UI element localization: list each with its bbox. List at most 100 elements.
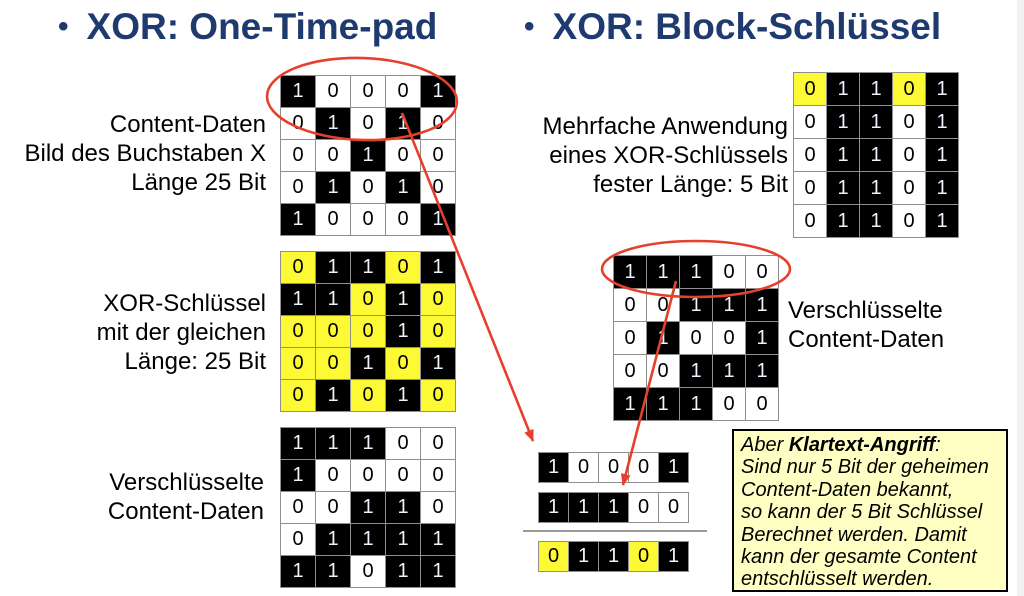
grid-cell: 1: [421, 524, 455, 555]
content-data-label: Content-Daten Bild des Buchstaben X Läng…: [0, 110, 267, 197]
grid-cell: 1: [926, 73, 958, 105]
grid-cell: 1: [926, 205, 958, 237]
grid-cell: 0: [629, 493, 658, 522]
grid-cell: 1: [316, 284, 350, 315]
grid-cell: 1: [386, 172, 420, 203]
label-line: Content-Daten: [109, 111, 266, 138]
grid-cell: 0: [351, 204, 385, 235]
grid-cell: 1: [827, 106, 859, 138]
grid-cell: 0: [281, 172, 315, 203]
grid-cell: 0: [351, 316, 385, 347]
grid-cell: 0: [893, 139, 925, 171]
bullet-icon: •: [58, 10, 69, 43]
grid-cell: 1: [713, 355, 745, 387]
grid-cell: 1: [680, 289, 712, 321]
grid-cell: 1: [539, 493, 568, 522]
encrypted-right-label: Verschlüsselte Content-Daten: [788, 296, 998, 354]
grid-cell: 1: [860, 172, 892, 204]
heading-one-time-pad: • XOR: One-Time-pad: [58, 6, 437, 48]
grid-cell: 0: [713, 322, 745, 354]
grid-cell: 0: [421, 380, 455, 411]
note-bold-term: Klartext-Angriff: [788, 434, 936, 456]
label-line: Länge: 25 Bit: [124, 348, 266, 375]
grid-cell: 1: [281, 556, 315, 587]
grid-cell: 1: [827, 172, 859, 204]
grid-cell: 0: [281, 252, 315, 283]
grid-cell: 0: [893, 73, 925, 105]
note-line: Sind nur 5 Bit der geheimen: [741, 456, 989, 479]
grid-cell: 1: [860, 205, 892, 237]
grid-cell: 1: [316, 252, 350, 283]
grid-cell: 0: [316, 460, 350, 491]
grid-cell: 1: [421, 348, 455, 379]
grid-cell: 1: [351, 492, 385, 523]
grid-cell: 1: [827, 205, 859, 237]
grid-cell: 0: [746, 388, 778, 420]
grid-cell: 1: [713, 289, 745, 321]
bullet-icon: •: [524, 10, 535, 43]
grid-cell: 1: [659, 453, 688, 482]
grid-cell: 0: [713, 388, 745, 420]
grid-cell: 0: [893, 106, 925, 138]
grid-cell: 1: [647, 388, 679, 420]
label-line: Bild des Buchstaben X: [24, 140, 267, 167]
note-line: Berechnet werden. Damit: [741, 523, 967, 546]
label-line: Content-Daten: [107, 498, 264, 525]
grid-cell: 1: [421, 556, 455, 587]
grid-cell: 1: [316, 380, 350, 411]
grid-cell: 1: [680, 256, 712, 288]
grid-cell: 1: [599, 493, 628, 522]
grid-cell: 0: [386, 460, 420, 491]
grid-cell: 1: [351, 348, 385, 379]
grid-cell: 0: [421, 316, 455, 347]
grid-cell: 0: [680, 322, 712, 354]
grid-cell: 1: [860, 106, 892, 138]
grid-cell: 0: [316, 316, 350, 347]
grid-cell: 0: [351, 284, 385, 315]
grid-cell: 1: [569, 493, 598, 522]
grid-cell: 0: [281, 348, 315, 379]
grid-cell: 1: [316, 428, 350, 459]
block-key-label: Mehrfache Anwendung eines XOR-Schlüssels…: [505, 112, 788, 199]
grid-cell: 1: [421, 252, 455, 283]
grid-cell: 0: [386, 348, 420, 379]
grid-cell: 1: [647, 322, 679, 354]
grid-cell: 1: [351, 140, 385, 171]
grid-cell: 0: [614, 355, 646, 387]
note-colon: :: [935, 434, 941, 456]
grid-cell: 0: [281, 380, 315, 411]
grid-cell: 0: [659, 493, 688, 522]
grid-cell: 0: [351, 460, 385, 491]
grid-cell: 1: [281, 428, 315, 459]
heading-text: XOR: One-Time-pad: [86, 6, 438, 47]
grid-cell: 1: [421, 76, 455, 107]
grid-cell: 0: [281, 108, 315, 139]
grid-cell: 1: [281, 204, 315, 235]
note-intro: Aber: [741, 434, 789, 456]
grid-cell: 0: [386, 428, 420, 459]
grid-cell: 1: [351, 252, 385, 283]
grid-cell: 1: [746, 289, 778, 321]
grid-cell: 1: [599, 542, 628, 571]
note-line: so kann der 5 Bit Schlüssel: [741, 501, 983, 524]
grid-cell: 0: [746, 256, 778, 288]
grid-cell: 0: [316, 140, 350, 171]
grid-cell: 1: [386, 284, 420, 315]
grid-cell: 1: [386, 108, 420, 139]
grid-cell: 0: [794, 205, 826, 237]
grid-cell: 1: [316, 172, 350, 203]
grid-cell: 0: [316, 76, 350, 107]
grid-cell: 0: [569, 453, 598, 482]
label-line: mit der gleichen: [96, 319, 266, 346]
grid-cell: 1: [746, 355, 778, 387]
grid-cell: 1: [746, 322, 778, 354]
grid-cell: 0: [281, 316, 315, 347]
grid-cell: 1: [386, 524, 420, 555]
xor-key-label: XOR-Schlüssel mit der gleichen Länge: 25…: [0, 289, 266, 376]
grid-cell: 0: [421, 428, 455, 459]
grid-cell: 0: [386, 252, 420, 283]
grid-cell: 0: [386, 204, 420, 235]
